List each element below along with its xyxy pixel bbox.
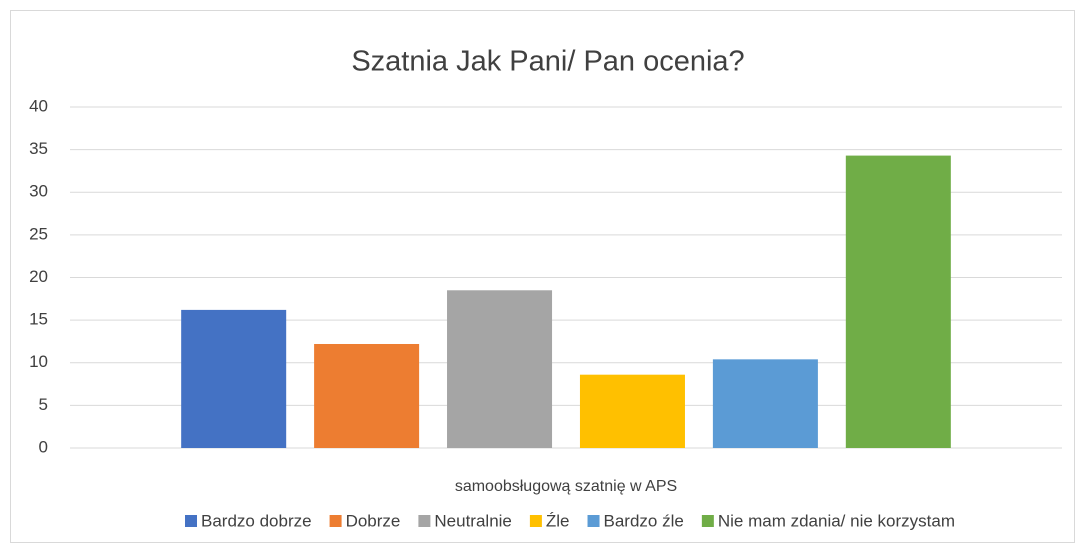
chart-title: Szatnia Jak Pani/ Pan ocenia? (351, 46, 744, 78)
bar (181, 309, 287, 448)
legend-label: Neutralnie (434, 511, 512, 530)
bar (314, 343, 420, 448)
legend-label: Bardzo dobrze (201, 511, 312, 530)
bar (579, 374, 685, 448)
y-tick-label: 25 (29, 224, 48, 243)
legend-swatch (529, 515, 542, 527)
y-tick-label: 30 (29, 182, 48, 201)
y-tick-label: 20 (29, 267, 48, 286)
y-tick-label: 15 (29, 310, 48, 329)
legend-label: Dobrze (346, 511, 401, 530)
y-tick-label: 0 (39, 437, 48, 456)
legend-swatch (329, 515, 342, 527)
legend-swatch (587, 515, 600, 527)
legend-swatch (701, 515, 714, 527)
legend-label: Źle (546, 511, 570, 530)
legend-label: Nie mam zdania/ nie korzystam (718, 511, 955, 530)
y-tick-label: 35 (29, 139, 48, 158)
legend-swatch (185, 515, 198, 527)
legend-swatch (418, 515, 431, 527)
x-category-label: samoobsługową szatnię w APS (455, 478, 677, 495)
bar (845, 155, 951, 448)
y-tick-label: 10 (29, 352, 48, 371)
bar (447, 290, 553, 448)
y-tick-label: 5 (39, 395, 48, 414)
bar (712, 359, 818, 448)
legend-label: Bardzo źle (604, 511, 684, 530)
y-tick-label: 40 (29, 96, 48, 115)
